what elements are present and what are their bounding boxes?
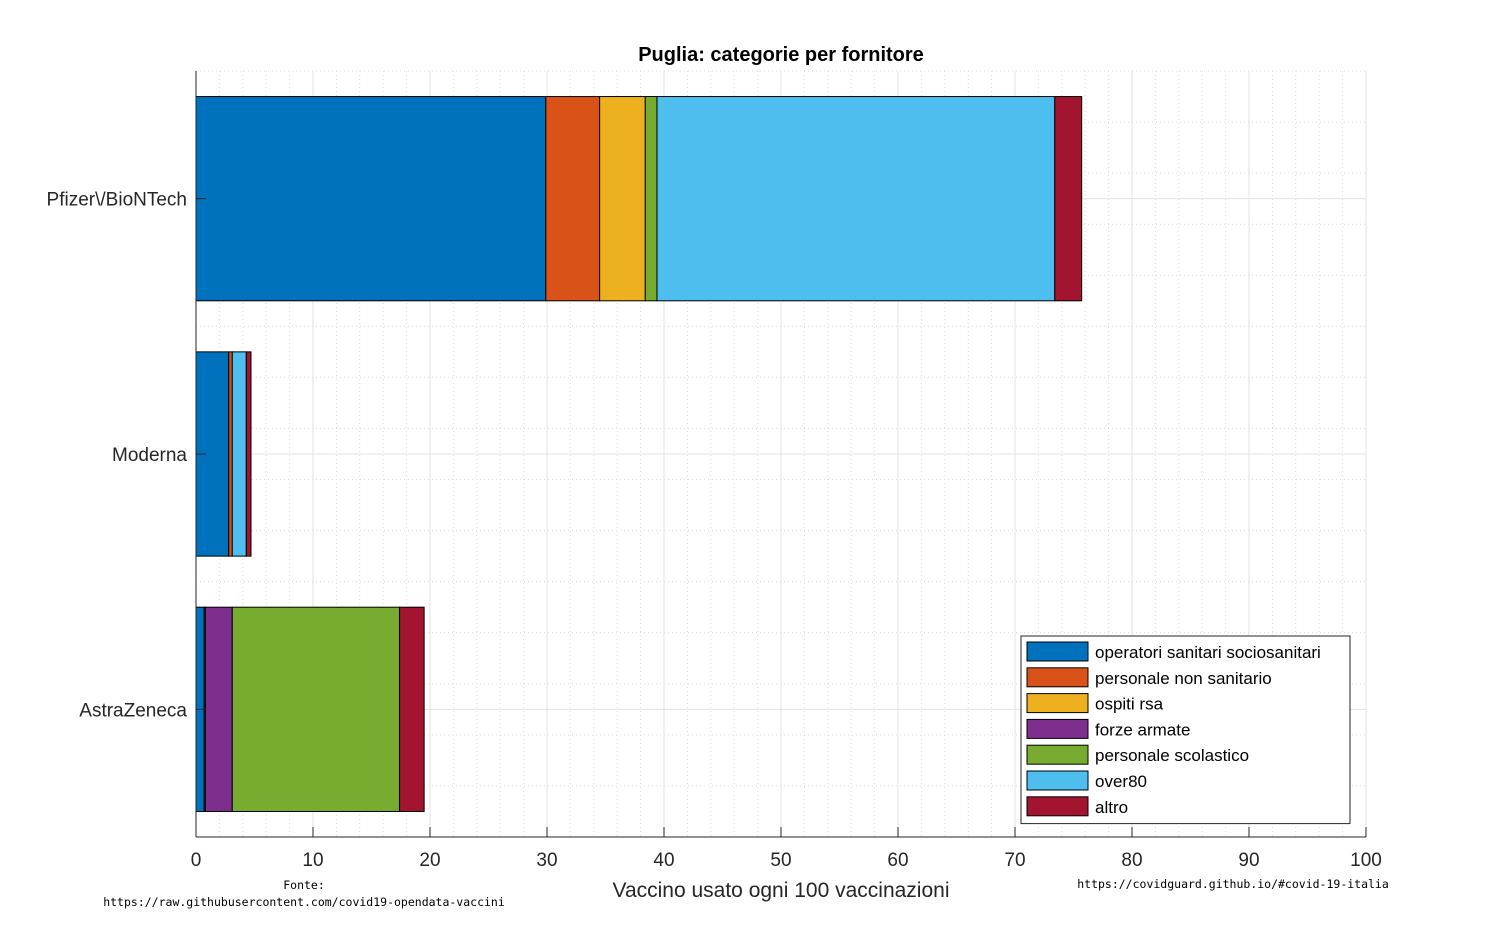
x-tick-label: 60 (887, 850, 908, 871)
legend-swatch (1026, 641, 1089, 662)
bar-segment (545, 96, 601, 302)
bar-segment (656, 96, 1056, 302)
legend-label: operatori sanitari sociosanitari (1095, 643, 1321, 662)
legend-label: personale scolastico (1095, 746, 1249, 765)
bar-segment (228, 351, 233, 557)
legend: operatori sanitari sociosanitari personal… (1020, 635, 1351, 825)
bar-segment (204, 606, 233, 812)
x-tick-label: 0 (191, 850, 202, 871)
x-tick-label: 50 (770, 850, 791, 871)
legend-swatch (1026, 770, 1089, 791)
legend-label: altro (1095, 798, 1128, 817)
x-tick-labels: 0 10 20 30 40 50 60 70 80 90 100 (191, 850, 1382, 871)
category-label: AstraZeneca (79, 700, 187, 721)
bar-segment (599, 96, 646, 302)
bar-segment (399, 606, 425, 812)
bar-segments (195, 96, 1083, 812)
chart-title: Puglia: categorie per fornitore (638, 44, 924, 66)
category-labels: Pfizer\/BioNTech Moderna AstraZeneca (47, 190, 188, 722)
x-tick-label: 40 (653, 850, 674, 871)
x-tick-label: 20 (419, 850, 440, 871)
legend-label: forze armate (1095, 720, 1190, 739)
x-tick-label: 30 (536, 850, 557, 871)
legend-swatch (1026, 718, 1089, 739)
bar-segment (1054, 96, 1083, 302)
legend-label: over80 (1095, 772, 1147, 791)
bar-segment (644, 96, 658, 302)
source-url: https://raw.githubusercontent.com/covid1… (103, 895, 505, 909)
category-label: Moderna (112, 445, 187, 466)
legend-swatch (1026, 693, 1089, 714)
source-label: Fonte: (283, 878, 325, 892)
bar-segment (195, 96, 547, 302)
x-tick-label: 90 (1238, 850, 1259, 871)
x-tick-label: 100 (1350, 850, 1382, 871)
bar-segment (231, 606, 401, 812)
legend-swatch (1026, 796, 1089, 817)
site-url: https://covidguard.github.io/#covid-19-i… (1077, 877, 1389, 891)
axes (195, 71, 1367, 838)
category-label: Pfizer\/BioNTech (47, 190, 187, 211)
bar-segment (231, 351, 247, 557)
x-tick-label: 80 (1121, 850, 1142, 871)
legend-label: ospiti rsa (1095, 695, 1164, 714)
legend-swatch (1026, 667, 1089, 688)
x-tick-label: 70 (1004, 850, 1025, 871)
bar-segment (245, 351, 252, 557)
legend-swatch (1026, 744, 1089, 765)
x-tick-label: 10 (302, 850, 323, 871)
legend-label: personale non sanitario (1095, 669, 1272, 688)
x-axis-label: Vaccino usato ogni 100 vaccinazioni (613, 879, 950, 902)
